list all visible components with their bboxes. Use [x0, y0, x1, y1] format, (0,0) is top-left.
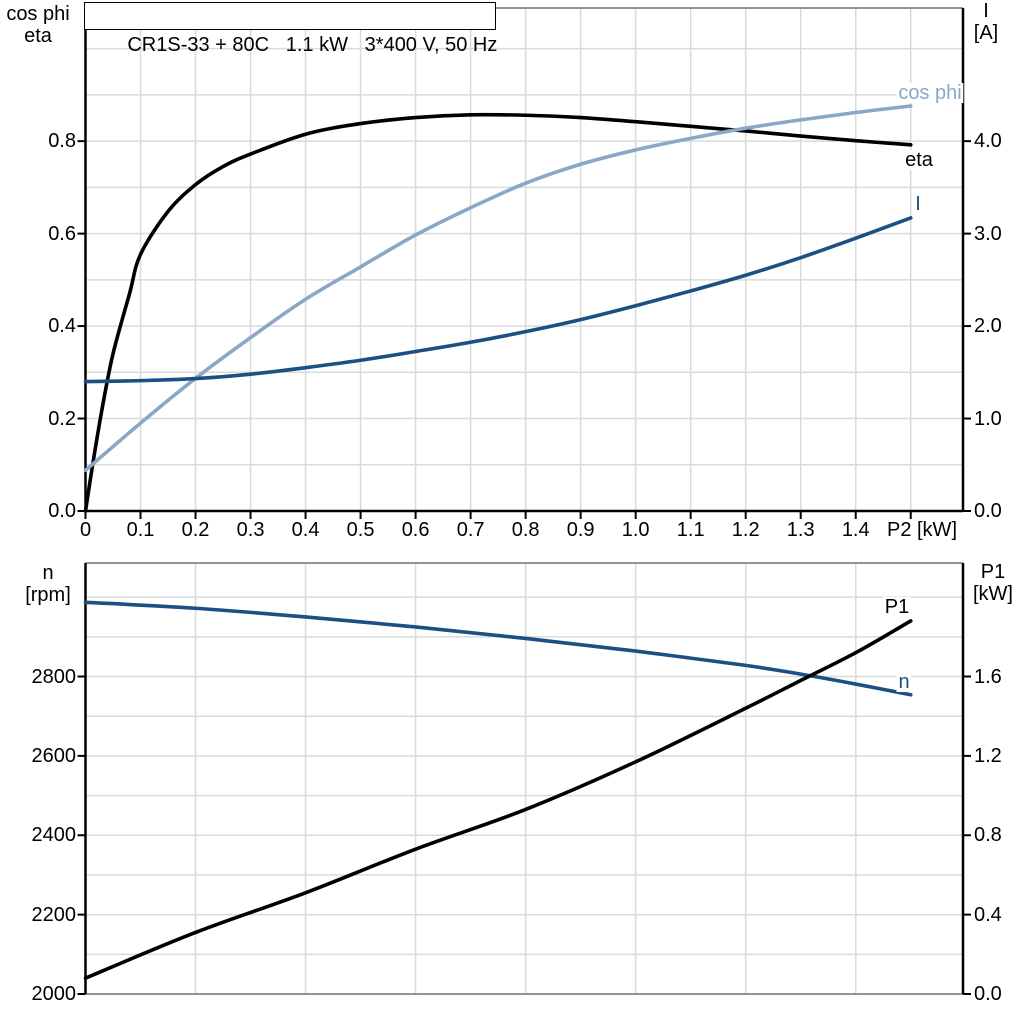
curve-i: [83, 216, 913, 384]
curve-cos-phi: [83, 104, 913, 473]
curve-p1: [83, 619, 913, 980]
curve-eta: [83, 112, 913, 513]
curve-n: [83, 600, 913, 697]
